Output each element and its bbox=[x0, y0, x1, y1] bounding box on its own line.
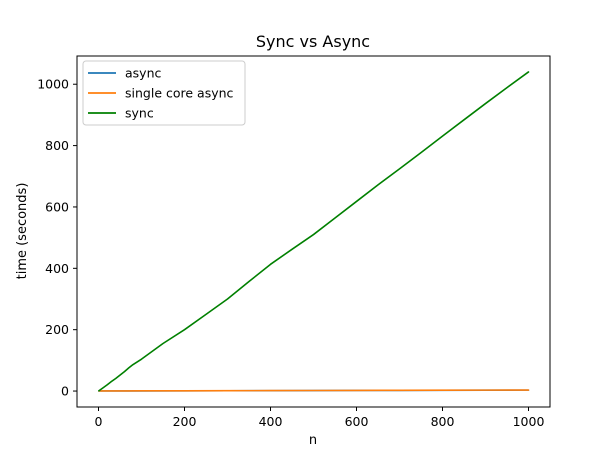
x-tick-label: 600 bbox=[345, 414, 369, 429]
y-tick-label: 400 bbox=[45, 261, 69, 276]
plot-area-frame bbox=[76, 55, 551, 408]
legend-label-2: single core async bbox=[125, 86, 234, 101]
y-tick-label: 600 bbox=[45, 199, 69, 214]
x-tick-label: 200 bbox=[173, 414, 197, 429]
legend: async single core async sync bbox=[82, 60, 246, 126]
legend-box bbox=[82, 60, 246, 126]
y-axis-title: time (seconds) bbox=[15, 183, 30, 280]
series-line-2 bbox=[98, 389, 530, 392]
legend-label-1: async bbox=[125, 66, 161, 81]
y-axis-ticks: 0 200 400 600 800 1000 bbox=[37, 77, 77, 399]
x-tick-label: 800 bbox=[431, 414, 455, 429]
x-tick-label: 1000 bbox=[513, 414, 545, 429]
series-line-3 bbox=[98, 71, 530, 392]
x-axis-ticks: 0 200 400 600 800 1000 bbox=[95, 407, 545, 429]
y-tick-label: 200 bbox=[45, 322, 69, 337]
chart-title: Sync vs Async bbox=[256, 32, 370, 51]
series-lines bbox=[98, 71, 530, 392]
x-tick-label: 400 bbox=[259, 414, 283, 429]
y-tick-label: 0 bbox=[61, 384, 69, 399]
y-tick-label: 800 bbox=[45, 138, 69, 153]
x-axis-title: n bbox=[309, 433, 317, 448]
legend-label-3: sync bbox=[125, 106, 154, 121]
x-tick-label: 0 bbox=[95, 414, 103, 429]
y-tick-label: 1000 bbox=[37, 77, 69, 92]
